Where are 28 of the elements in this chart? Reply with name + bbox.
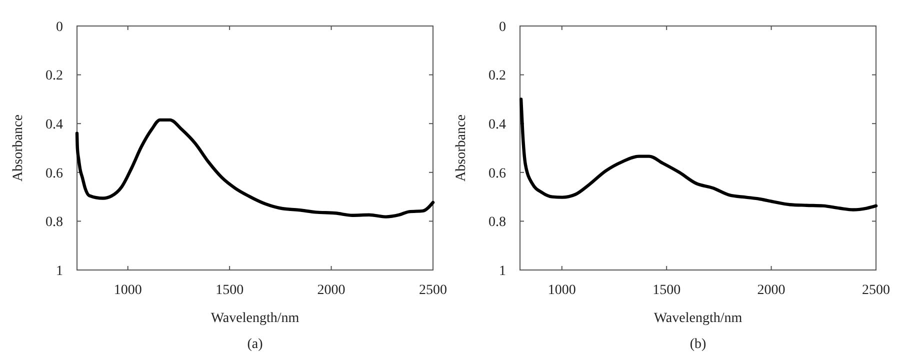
y-axis-title: Absorbance (454, 114, 469, 182)
text: (a) (247, 337, 264, 352)
y-tick-label: 0.4 (46, 118, 63, 132)
line-series (519, 98, 878, 212)
y-tick-label: 0 (56, 20, 63, 35)
y-tick-label: 0.8 (46, 215, 63, 230)
x-tick-label: 1000 (114, 283, 142, 298)
x-tick-label: 2500 (419, 283, 447, 298)
y-tick-label: 0.2 (488, 68, 506, 84)
y-tick-label: 0.4 (488, 118, 506, 132)
y-tick-label: 1 (499, 264, 506, 279)
y-tick-label: 0.2 (46, 68, 63, 84)
line-series (75, 118, 435, 218)
x-tick-label: 2000 (317, 283, 346, 298)
y-tick-label: 1 (56, 264, 63, 279)
y-tick-label: 0.6 (46, 166, 63, 182)
x-tick-label: 1000 (548, 283, 576, 298)
x-tick-label: 1500 (652, 283, 681, 298)
text: (b) (690, 337, 706, 352)
y-axis-title: Absorbance (11, 114, 26, 182)
x-tick-label: 1500 (216, 283, 244, 298)
y-tick-label: 0.8 (488, 215, 506, 230)
y-tick-label: 0.6 (488, 166, 506, 182)
x-tick-label: 2500 (862, 283, 890, 298)
x-axis-title: Wavelength/nm (654, 311, 742, 326)
x-tick-label: 2000 (757, 283, 786, 298)
x-axis-title: Wavelength/nm (210, 311, 300, 326)
y-tick-label: 0 (499, 20, 506, 35)
